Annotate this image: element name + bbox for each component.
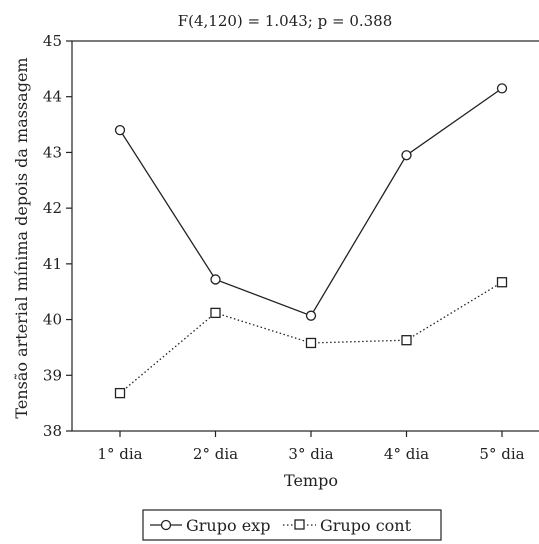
plot-frame xyxy=(71,40,539,432)
data-point-grupo-cont xyxy=(401,335,412,346)
y-tick-label: 40 xyxy=(43,311,62,329)
x-tick-label: 3° dia xyxy=(288,445,333,463)
x-tick-label: 2° dia xyxy=(193,445,238,463)
series-line-grupo-cont xyxy=(119,281,503,394)
data-point-grupo-exp xyxy=(114,124,126,136)
y-tick-label: 44 xyxy=(43,88,62,106)
y-tick-label: 41 xyxy=(43,255,62,273)
x-tick-label: 4° dia xyxy=(384,445,429,463)
y-axis-label: Tensão arterial mínima depois da massage… xyxy=(12,57,31,418)
y-tick-label: 39 xyxy=(43,366,62,384)
legend-label-cont: Grupo cont xyxy=(320,516,412,535)
y-tick-label: 43 xyxy=(43,143,62,161)
data-point-grupo-exp xyxy=(401,150,412,161)
data-point-grupo-exp xyxy=(210,274,221,285)
chart-title: F(4,120) = 1.043; p = 0.388 xyxy=(178,12,393,30)
x-axis-label: Tempo xyxy=(284,471,338,490)
axis-ticks: 38 39 40 41 42 43 44 45 1° dia 2° dia 3° dia 4° dia… xyxy=(43,32,525,463)
y-tick-label: 45 xyxy=(43,32,62,50)
series-layer xyxy=(114,83,508,399)
series-line-grupo-exp xyxy=(119,87,503,317)
data-point-grupo-exp xyxy=(496,83,508,94)
legend-marker-exp xyxy=(160,519,172,531)
legend: Grupo exp Grupo cont xyxy=(142,509,442,541)
data-point-grupo-cont xyxy=(210,307,221,319)
data-point-grupo-exp xyxy=(305,310,317,321)
data-point-grupo-cont xyxy=(114,387,126,399)
x-tick-label: 1° dia xyxy=(97,445,142,463)
legend-label-exp: Grupo exp xyxy=(186,516,270,535)
x-tick-label: 5° dia xyxy=(479,445,524,463)
y-tick-label: 42 xyxy=(43,199,62,217)
data-point-grupo-cont xyxy=(496,277,508,288)
y-tick-label: 38 xyxy=(43,422,62,440)
legend-marker-cont xyxy=(294,519,305,530)
data-point-grupo-cont xyxy=(305,337,317,349)
